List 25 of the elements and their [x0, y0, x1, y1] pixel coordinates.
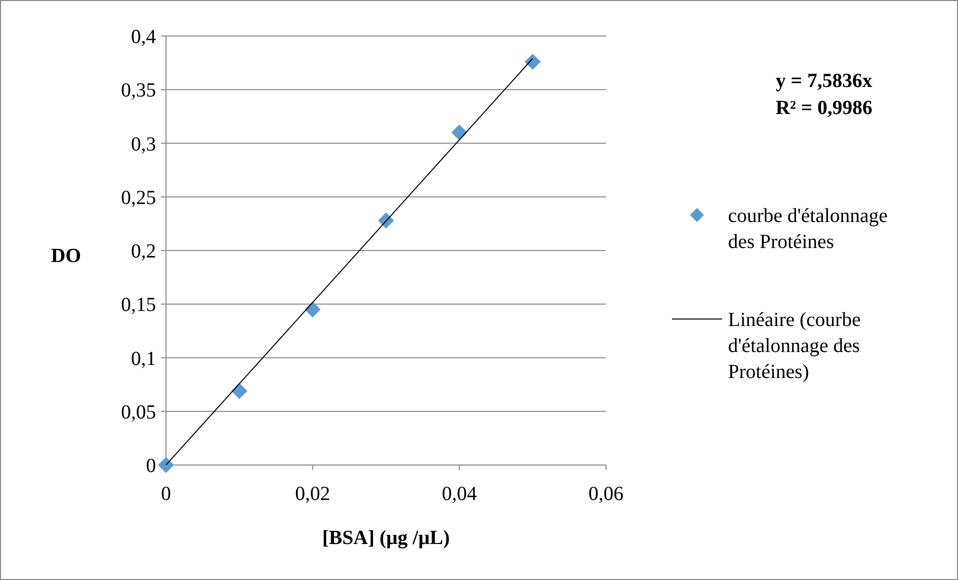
x-tick-label: 0 — [161, 483, 171, 505]
x-tick-label: 0,04 — [442, 483, 477, 505]
y-tick-label: 0 — [146, 455, 156, 477]
point — [451, 124, 468, 141]
point — [231, 383, 248, 399]
text: R² = 0,9986 — [776, 97, 872, 119]
y-tick-label: 0,35 — [121, 80, 156, 102]
y-tick-label: 0,2 — [131, 240, 156, 262]
text: y = 7,5836x — [776, 70, 872, 92]
x-tick-label: 0,06 — [588, 483, 624, 505]
x-axis-title: [BSA] (µg /µL) — [322, 527, 450, 549]
y-tick-label: 0,15 — [121, 294, 156, 316]
y-tick-label: 0,4 — [131, 26, 156, 48]
y-tick-label: 0,3 — [131, 133, 156, 156]
y-tick-label: 0,05 — [121, 401, 156, 424]
legend-label: Linéaire (courbe d'étalonnage des Protéines) — [728, 309, 861, 383]
y-tick-label: 0,1 — [131, 348, 156, 370]
point — [158, 457, 174, 473]
y-axis-title: DO — [51, 245, 81, 267]
y-tick-label: 0,25 — [121, 186, 156, 209]
point — [304, 301, 321, 318]
x-tick-label: 0,02 — [295, 483, 330, 505]
legend-label: courbe d'étalonnage des Protéines — [728, 205, 888, 253]
point — [524, 54, 541, 70]
point — [378, 212, 394, 228]
